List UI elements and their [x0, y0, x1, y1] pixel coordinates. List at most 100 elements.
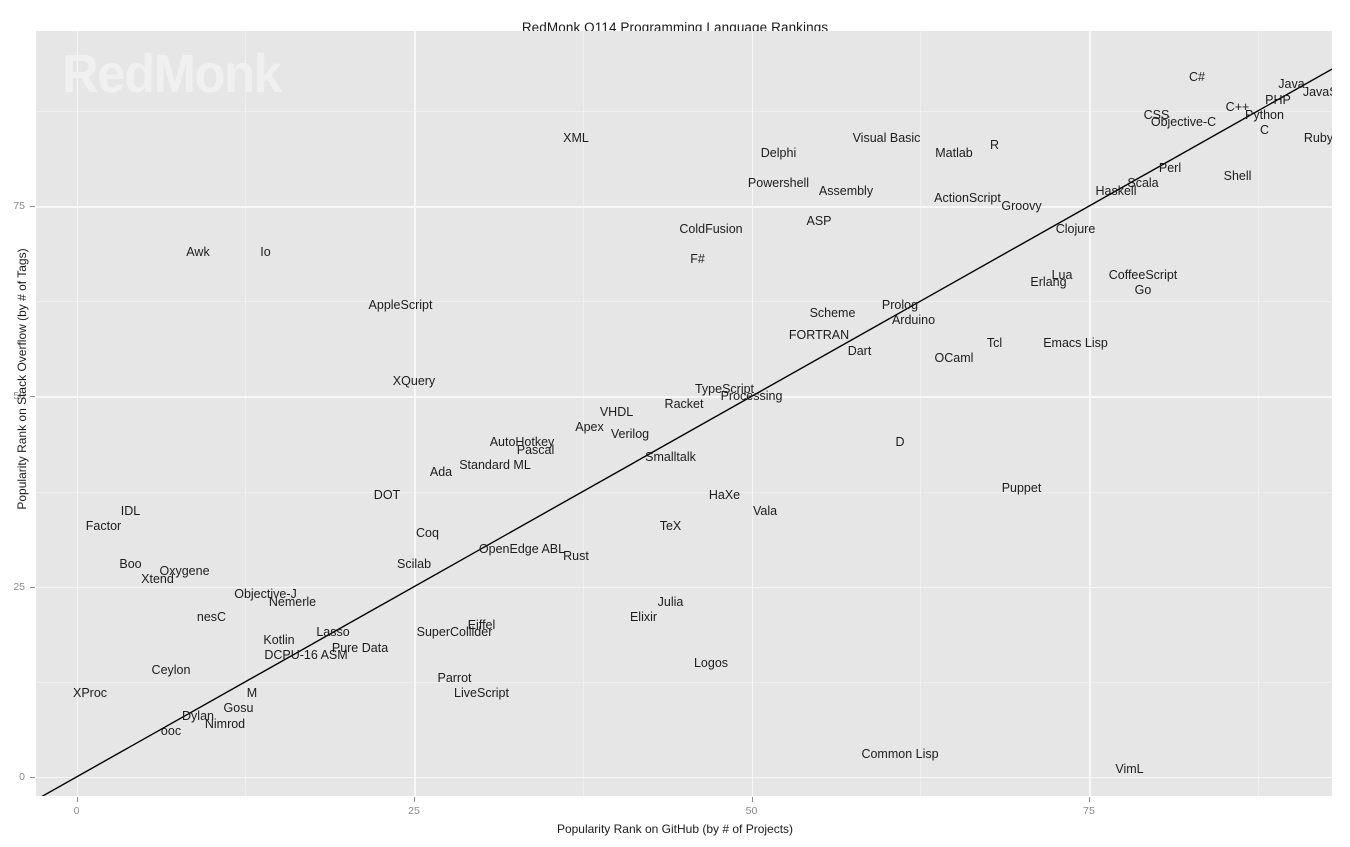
language-label: FORTRAN	[788, 328, 850, 343]
gridline-major-h	[36, 586, 1332, 589]
language-label: VHDL	[599, 404, 634, 419]
gridline-minor-h	[36, 110, 1332, 112]
language-label: OCaml	[934, 351, 974, 366]
gridline-major-h	[36, 396, 1332, 398]
language-label: Standard ML	[459, 457, 531, 472]
gridline-minor-v	[1257, 31, 1259, 796]
language-label: Clojure	[1055, 221, 1096, 236]
language-label: Nemerle	[268, 594, 317, 609]
y-tick-mark	[30, 396, 35, 398]
language-label: Dart	[847, 343, 872, 358]
language-label: Ada	[429, 465, 453, 480]
language-label: Apex	[575, 419, 604, 434]
language-label: Perl	[1158, 160, 1182, 175]
language-label: Shell	[1223, 168, 1252, 183]
plot-panel: RedMonk C# JavaJavaScript PHP C++ CSS Python O…	[36, 31, 1332, 796]
y-tick-mark	[30, 776, 35, 778]
language-label: DCPU-16 ASM	[264, 647, 348, 662]
language-label: Common Lisp	[861, 746, 939, 761]
language-label: Visual Basic	[852, 130, 921, 145]
language-label: Rust	[563, 548, 589, 563]
language-label: Verilog	[610, 427, 650, 442]
language-label: Gosu	[223, 701, 254, 716]
gridline-major-v	[76, 31, 78, 796]
language-label: SuperCollider	[416, 625, 493, 640]
language-label: Eiffel	[467, 617, 496, 632]
language-label: Delphi	[760, 145, 797, 160]
x-tick-mark	[751, 797, 753, 802]
language-label: ASP	[806, 214, 832, 229]
language-label: Kotlin	[263, 632, 295, 647]
y-tick-mark	[30, 206, 35, 208]
language-label: Julia	[657, 594, 684, 609]
language-label: D	[895, 434, 905, 449]
language-label: Scilab	[396, 556, 432, 571]
gridline-major-v	[1089, 31, 1091, 796]
language-label: Objective-C	[1150, 115, 1217, 130]
language-label: C	[1259, 122, 1270, 137]
language-label: Powershell	[747, 175, 810, 190]
language-label: R	[989, 137, 1000, 152]
language-label: Java	[1278, 77, 1305, 92]
language-label: AutoHotkey	[489, 434, 555, 449]
language-label: CSS	[1143, 107, 1170, 122]
gridline-major-h	[36, 206, 1332, 208]
language-label: XML	[563, 130, 589, 145]
language-label: Erlang	[1030, 274, 1067, 289]
language-label: XQuery	[392, 373, 436, 388]
language-label: Arduino	[891, 313, 936, 327]
y-tick-label: 50	[13, 390, 25, 403]
language-label: Groovy	[1001, 198, 1042, 213]
language-label: LiveScript	[454, 685, 509, 700]
gridline-minor-h	[36, 491, 1332, 493]
language-label: ColdFusion	[679, 221, 743, 236]
language-label: Coq	[416, 526, 439, 541]
language-label: DOT	[373, 488, 401, 503]
language-label: TypeScript	[694, 381, 755, 396]
language-label: Scheme	[809, 305, 856, 320]
language-label: Vala	[752, 503, 778, 518]
gridline-major-h	[36, 776, 1332, 779]
language-label: Parrot	[437, 670, 472, 685]
language-label: Puppet	[1001, 480, 1042, 495]
language-label: TeX	[659, 518, 682, 533]
language-label: Nimrod	[204, 716, 246, 731]
language-label: Ceylon	[151, 663, 191, 678]
y-tick-label: 75	[13, 200, 25, 213]
language-label: Go	[1134, 282, 1152, 297]
language-label: Tcl	[986, 335, 1003, 350]
y-tick-mark	[30, 586, 35, 588]
language-label: XProc	[72, 685, 108, 700]
language-label: Matlab	[935, 145, 973, 160]
language-label: ActionScript	[934, 191, 1001, 206]
language-label: Xtend	[141, 571, 174, 586]
language-label: Oxygene	[159, 564, 210, 579]
language-label: Lua	[1051, 267, 1073, 282]
y-tick-label: 0	[19, 770, 25, 783]
language-label: OpenEdge ABL	[478, 541, 566, 556]
language-label: Objective-J	[234, 587, 297, 602]
gridline-minor-h	[36, 681, 1332, 683]
language-label: Elixir	[629, 609, 658, 624]
gridline-major-v	[414, 31, 416, 796]
x-tick-label: 50	[745, 805, 758, 817]
language-label: Emacs Lisp	[1043, 335, 1108, 350]
x-tick-label: 75	[1083, 805, 1095, 817]
x-tick-mark	[1089, 797, 1090, 802]
gridline-minor-v	[920, 31, 922, 796]
language-label: Io	[260, 244, 271, 259]
y-axis-label: Popularity Rank on Stack Overflow (by # …	[15, 248, 29, 510]
gridline-minor-h	[36, 301, 1332, 303]
language-label: Assembly	[818, 183, 874, 198]
language-label: Haskell	[1095, 183, 1137, 198]
gridline-minor-v	[582, 31, 584, 796]
language-label: Dylan	[182, 708, 214, 723]
language-label: Boo	[119, 556, 142, 571]
language-label: CoffeeScript	[1108, 267, 1178, 282]
language-label: AppleScript	[368, 297, 433, 312]
x-tick-mark	[414, 797, 415, 802]
language-label: Logos	[693, 655, 729, 670]
language-label: nesC	[196, 609, 227, 624]
language-label: ooc	[160, 724, 182, 739]
